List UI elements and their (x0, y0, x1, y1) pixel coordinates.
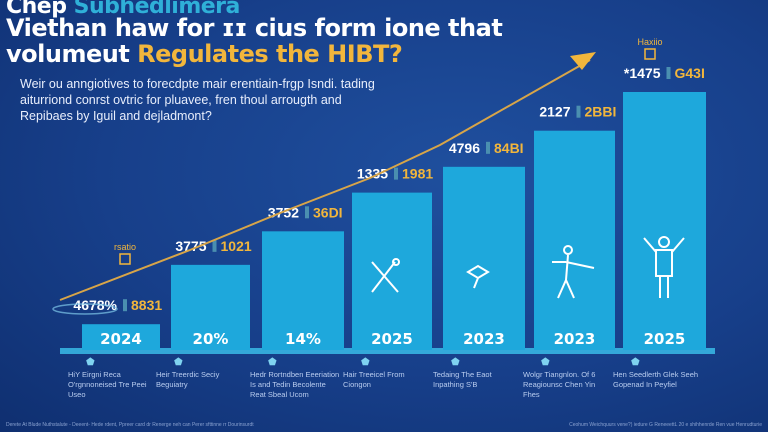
pentagon-icon: ⬟ (174, 357, 183, 368)
bar-category-label: 14% (285, 330, 321, 348)
value-marker-icon (305, 206, 309, 219)
body (643, 237, 685, 298)
footer-credit: Ceohum Weichquurs vene?) iedure G Reneee… (569, 422, 762, 428)
title-subheading: Subhedlimera (73, 0, 241, 19)
value-label: 2127 (539, 104, 570, 120)
tool-line (371, 261, 396, 293)
bar (623, 92, 706, 350)
tool-end (392, 258, 400, 266)
value-marker-icon (486, 141, 490, 154)
tool-line (371, 261, 399, 293)
badge-icon (644, 48, 656, 60)
glow-ring (52, 303, 118, 315)
value-label: *1475 (624, 65, 661, 81)
caption: Hair Treeicel From Ciongon (343, 370, 405, 389)
secondary-value-label: 1021 (221, 238, 252, 254)
trend-arrow-icon (570, 52, 596, 70)
caption: Hedr Rortndben Eeeriation Is and Tedin B… (250, 370, 340, 399)
value-label: 4678% (73, 297, 117, 313)
secondary-value-label: 36DI (313, 204, 343, 220)
secondary-value-label: 2BBI (585, 104, 617, 120)
pentagon-icon: ⬟ (451, 357, 460, 368)
bar (352, 192, 432, 350)
title-line-2: Viethan haw for ɪɪ cius form ione that (6, 14, 503, 42)
trend-line (59, 59, 591, 301)
value-marker-icon (666, 67, 671, 79)
title-line-3: volumeut Regulates the HIBT? (6, 40, 403, 68)
pentagon-icon: ⬟ (541, 357, 550, 368)
bird-icon (466, 264, 490, 289)
caption: HiY Eirgni Reca O'rgnnoneised Tre Peei U… (68, 370, 147, 399)
value-label: 3775 (175, 238, 206, 254)
badge-icon (119, 253, 131, 265)
bar-category-label: 2023 (463, 330, 505, 348)
title-word: volumeut (6, 40, 130, 68)
caption: Hen Seedlerth Glek Seeh Gopenad In Peyfi… (613, 370, 699, 389)
head (563, 245, 573, 255)
value-marker-icon (394, 167, 398, 180)
value-label: 4796 (449, 140, 480, 156)
caption: Tedaing The Eaot Inpathing S'B (433, 370, 492, 389)
bar (82, 324, 160, 350)
bar-category-label: 2024 (100, 330, 142, 348)
pentagon-icon: ⬟ (268, 357, 277, 368)
value-marker-icon (212, 239, 217, 252)
runner-icon (552, 245, 595, 299)
secondary-value-label: G43I (675, 65, 705, 81)
secondary-value-label: 1981 (402, 166, 433, 182)
secondary-value-label: 84BI (494, 140, 524, 156)
bar-category-label: 2025 (371, 330, 413, 348)
value-marker-icon (576, 105, 581, 118)
bar (262, 231, 344, 350)
footer-source: Derete At Blude Nuthstalute - Deeent- He… (6, 422, 254, 428)
title-highlight: Regulates the HIBT? (137, 40, 403, 68)
person-icon (643, 236, 685, 298)
tools-icon (371, 258, 400, 293)
pentagon-icon: ⬟ (86, 357, 95, 368)
bar-category-label: 2023 (554, 330, 596, 348)
body (552, 254, 595, 299)
caption: Heir Treerdic Seciy Beguiatry (156, 370, 220, 389)
caption: Wolgr Tiangnlon. Of 6 Reagiounsc Chen Yi… (523, 370, 596, 399)
value-label: 1335 (357, 166, 388, 182)
badge-label: Haxiio (637, 37, 662, 47)
bar (171, 264, 250, 350)
pentagon-icon: ⬟ (361, 357, 370, 368)
secondary-value-label: 8831 (131, 297, 162, 313)
bar-category-label: 20% (193, 330, 229, 348)
description: Weir ou anngiotives to forecdpte mair er… (20, 77, 375, 123)
pentagon-icon: ⬟ (631, 357, 640, 368)
value-marker-icon (123, 299, 127, 312)
bar-category-label: 2025 (644, 330, 686, 348)
bar (534, 130, 615, 350)
badge-label: rsatio (114, 242, 136, 252)
head (658, 236, 670, 248)
bar (443, 166, 525, 350)
title-word: Chep (6, 0, 67, 19)
title-line-1: Chep Subhedlimera (6, 0, 240, 19)
bird-shape (466, 264, 490, 289)
baseline (60, 348, 715, 354)
